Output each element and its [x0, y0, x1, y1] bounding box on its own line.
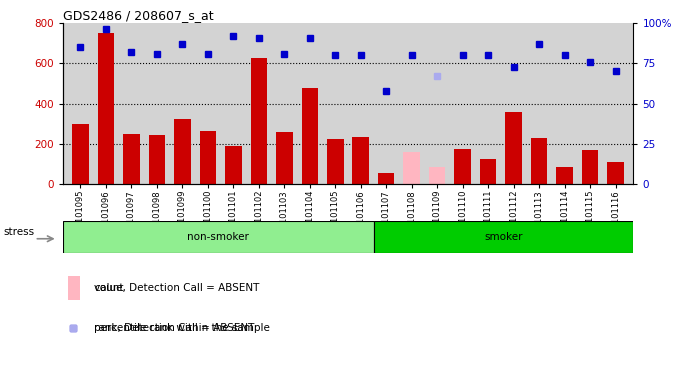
- Bar: [582, 150, 599, 184]
- Bar: [68, 276, 79, 300]
- Bar: [374, 221, 633, 253]
- Bar: [505, 112, 522, 184]
- Bar: [301, 88, 318, 184]
- Bar: [63, 221, 374, 253]
- Bar: [72, 124, 89, 184]
- Text: non-smoker: non-smoker: [187, 232, 249, 242]
- Text: value, Detection Call = ABSENT: value, Detection Call = ABSENT: [94, 283, 260, 293]
- Bar: [123, 134, 140, 184]
- Bar: [556, 167, 573, 184]
- Bar: [174, 119, 191, 184]
- Bar: [378, 173, 395, 184]
- Text: percentile rank within the sample: percentile rank within the sample: [94, 323, 270, 333]
- Bar: [149, 135, 165, 184]
- Bar: [352, 137, 369, 184]
- Bar: [68, 276, 79, 300]
- Bar: [454, 149, 471, 184]
- Text: rank, Detection Call = ABSENT: rank, Detection Call = ABSENT: [94, 323, 255, 333]
- Bar: [251, 58, 267, 184]
- Bar: [276, 132, 292, 184]
- Text: count: count: [94, 283, 124, 293]
- Bar: [429, 167, 445, 184]
- Text: GDS2486 / 208607_s_at: GDS2486 / 208607_s_at: [63, 9, 213, 22]
- Bar: [225, 146, 242, 184]
- Bar: [327, 139, 344, 184]
- Bar: [97, 33, 114, 184]
- Bar: [607, 162, 624, 184]
- Bar: [200, 131, 216, 184]
- Bar: [480, 159, 496, 184]
- Bar: [404, 152, 420, 184]
- Text: smoker: smoker: [484, 232, 523, 242]
- Bar: [531, 137, 547, 184]
- Text: stress: stress: [3, 227, 34, 237]
